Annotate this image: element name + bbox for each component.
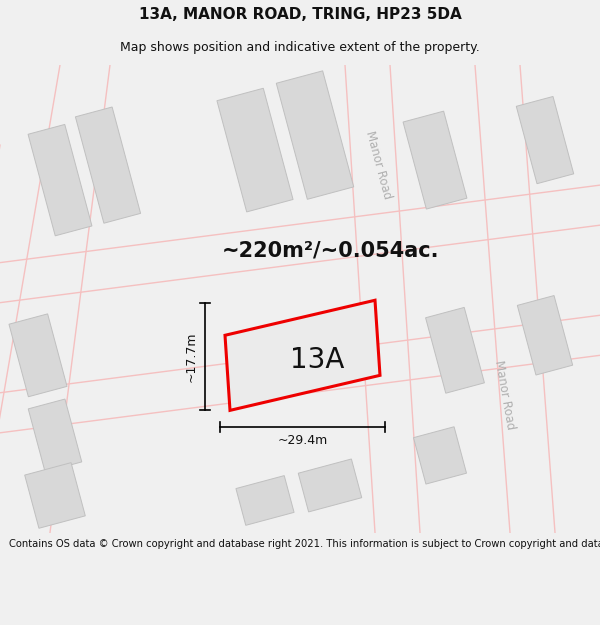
Text: ~29.4m: ~29.4m: [277, 434, 328, 447]
Text: 13A: 13A: [290, 346, 344, 374]
Text: Manor Road: Manor Road: [493, 359, 518, 431]
Text: Manor Road: Manor Road: [362, 129, 394, 201]
Polygon shape: [9, 314, 67, 397]
Polygon shape: [425, 308, 484, 393]
Polygon shape: [403, 111, 467, 209]
Polygon shape: [276, 71, 354, 199]
Text: 13A, MANOR ROAD, TRING, HP23 5DA: 13A, MANOR ROAD, TRING, HP23 5DA: [139, 7, 461, 22]
Polygon shape: [225, 300, 380, 411]
Polygon shape: [413, 427, 466, 484]
Polygon shape: [28, 124, 92, 236]
Polygon shape: [28, 399, 82, 472]
Polygon shape: [25, 462, 85, 528]
Polygon shape: [76, 107, 140, 223]
Polygon shape: [298, 459, 362, 512]
Polygon shape: [517, 296, 572, 375]
Text: ~17.7m: ~17.7m: [185, 331, 197, 382]
Text: Map shows position and indicative extent of the property.: Map shows position and indicative extent…: [120, 41, 480, 54]
Polygon shape: [516, 96, 574, 184]
Text: ~220m²/~0.054ac.: ~220m²/~0.054ac.: [221, 240, 439, 260]
Polygon shape: [217, 88, 293, 212]
Text: Contains OS data © Crown copyright and database right 2021. This information is : Contains OS data © Crown copyright and d…: [9, 539, 600, 549]
Polygon shape: [236, 476, 294, 526]
